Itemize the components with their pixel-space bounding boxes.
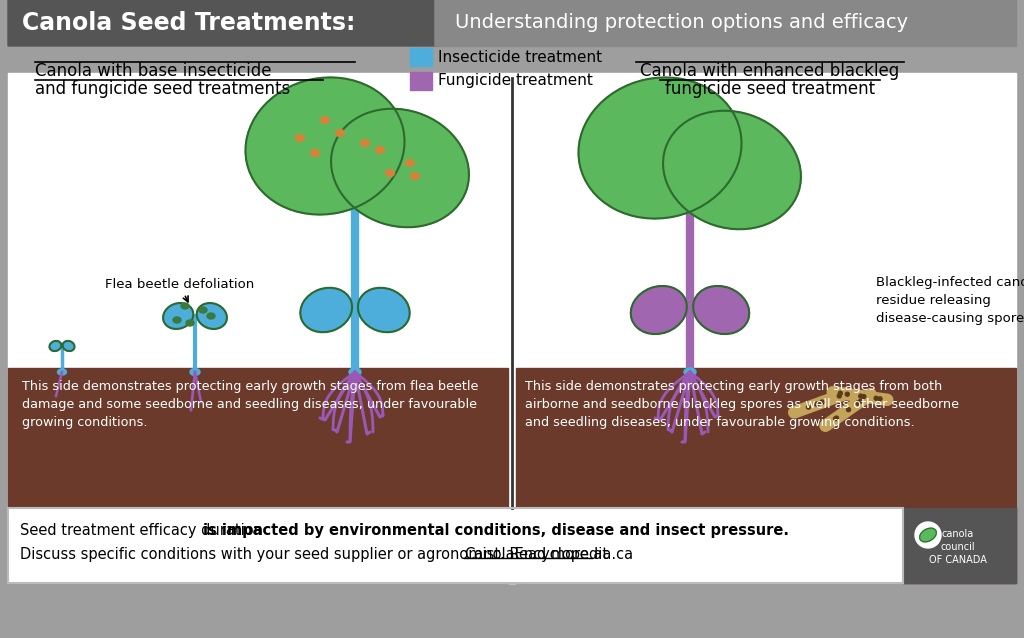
Text: Understanding protection options and efficacy: Understanding protection options and eff…	[455, 13, 908, 33]
Text: This side demonstrates protecting early growth stages from both: This side demonstrates protecting early …	[525, 380, 942, 393]
Ellipse shape	[62, 341, 75, 351]
Polygon shape	[8, 0, 465, 46]
Ellipse shape	[190, 369, 200, 376]
Text: disease-causing spores: disease-causing spores	[876, 312, 1024, 325]
Ellipse shape	[57, 369, 67, 375]
Polygon shape	[435, 0, 465, 46]
Text: CanolaEncyclopedia.ca: CanolaEncyclopedia.ca	[464, 547, 633, 561]
Ellipse shape	[385, 170, 394, 177]
Bar	[516, 368, 1016, 583]
Ellipse shape	[856, 401, 860, 405]
Ellipse shape	[163, 303, 194, 329]
Ellipse shape	[181, 303, 189, 309]
Ellipse shape	[411, 172, 420, 179]
Text: residue releasing: residue releasing	[876, 294, 991, 307]
Ellipse shape	[579, 77, 741, 219]
Text: Discuss specific conditions with your seed supplier or agronomist. Read more at: Discuss specific conditions with your se…	[20, 547, 612, 561]
Bar	[8, 508, 508, 583]
Bar	[8, 368, 508, 583]
Circle shape	[915, 522, 941, 548]
Bar	[8, 508, 903, 583]
Ellipse shape	[246, 77, 404, 214]
Ellipse shape	[173, 317, 181, 323]
Ellipse shape	[199, 307, 207, 313]
Text: Blackleg-infected canola: Blackleg-infected canola	[876, 276, 1024, 289]
Ellipse shape	[360, 140, 370, 147]
Ellipse shape	[684, 368, 696, 376]
Ellipse shape	[874, 396, 879, 400]
Ellipse shape	[834, 417, 838, 420]
Ellipse shape	[856, 401, 860, 405]
Ellipse shape	[862, 394, 866, 399]
Text: This side demonstrates protecting early growth stages from flea beetle: This side demonstrates protecting early …	[22, 380, 478, 393]
Polygon shape	[435, 0, 1016, 46]
Text: fungicide seed treatment: fungicide seed treatment	[665, 80, 876, 98]
Ellipse shape	[331, 108, 469, 227]
Ellipse shape	[310, 149, 319, 156]
Text: Canola with base insecticide: Canola with base insecticide	[35, 62, 271, 80]
Bar	[516, 508, 1016, 583]
Ellipse shape	[847, 408, 851, 412]
Bar	[8, 73, 1016, 583]
Text: and seedling diseases, under favourable growing conditions.: and seedling diseases, under favourable …	[525, 416, 914, 429]
Ellipse shape	[820, 400, 824, 404]
Ellipse shape	[920, 528, 936, 542]
Text: airborne and seedborne blackleg spores as well as other seedborne: airborne and seedborne blackleg spores a…	[525, 398, 959, 411]
Ellipse shape	[197, 303, 227, 329]
Text: is impacted by environmental conditions, disease and insect pressure.: is impacted by environmental conditions,…	[203, 523, 790, 537]
Ellipse shape	[406, 160, 415, 167]
Ellipse shape	[321, 117, 330, 124]
Text: Insecticide treatment: Insecticide treatment	[438, 50, 602, 64]
Bar	[903, 508, 1016, 583]
Ellipse shape	[859, 394, 863, 398]
Ellipse shape	[186, 320, 194, 326]
Ellipse shape	[207, 313, 215, 319]
Bar	[410, 48, 432, 66]
Bar	[410, 72, 432, 90]
Ellipse shape	[839, 391, 843, 395]
Text: Seed treatment efficacy duration: Seed treatment efficacy duration	[20, 523, 267, 537]
Ellipse shape	[376, 147, 384, 154]
Ellipse shape	[878, 397, 882, 401]
Ellipse shape	[845, 392, 849, 396]
Text: Fungicide treatment: Fungicide treatment	[438, 73, 593, 89]
Text: Flea beetle defoliation: Flea beetle defoliation	[105, 278, 254, 302]
Ellipse shape	[858, 399, 862, 403]
Ellipse shape	[664, 111, 801, 229]
Text: Canola with enhanced blackleg: Canola with enhanced blackleg	[640, 62, 900, 80]
Text: canola
council
OF CANADA: canola council OF CANADA	[929, 529, 987, 565]
Ellipse shape	[838, 394, 842, 398]
Text: Canola Seed Treatments:: Canola Seed Treatments:	[22, 11, 355, 35]
Text: growing conditions.: growing conditions.	[22, 416, 147, 429]
Text: and fungicide seed treatments: and fungicide seed treatments	[35, 80, 290, 98]
Ellipse shape	[296, 135, 304, 142]
Ellipse shape	[820, 400, 824, 404]
Ellipse shape	[807, 405, 811, 409]
Ellipse shape	[49, 341, 61, 351]
Ellipse shape	[814, 402, 818, 406]
Ellipse shape	[693, 286, 750, 334]
Ellipse shape	[358, 288, 410, 332]
Ellipse shape	[349, 368, 361, 376]
Ellipse shape	[631, 286, 687, 334]
Ellipse shape	[815, 402, 819, 406]
Ellipse shape	[336, 130, 344, 137]
Ellipse shape	[300, 288, 352, 332]
Bar	[8, 508, 903, 583]
Ellipse shape	[835, 416, 839, 420]
Text: damage and some seedborne and seedling diseases, under favourable: damage and some seedborne and seedling d…	[22, 398, 477, 411]
